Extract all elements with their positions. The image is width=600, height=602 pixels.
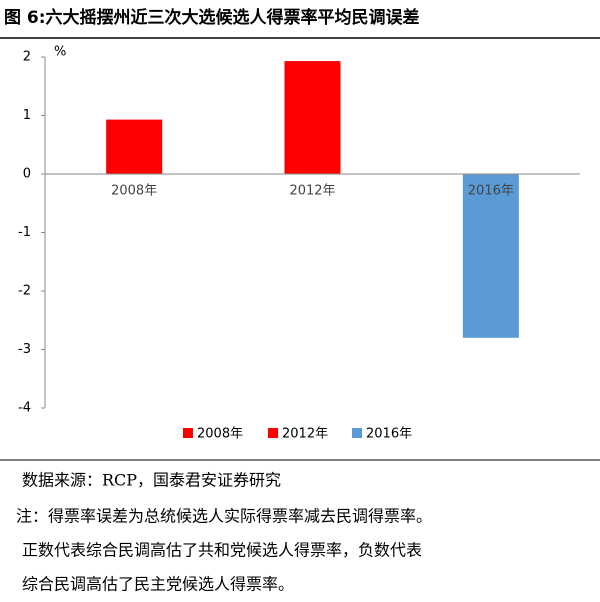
bar bbox=[462, 174, 519, 338]
y-tick-label: 0 bbox=[23, 167, 31, 182]
legend-swatch bbox=[268, 428, 278, 438]
x-tick-label: 2008年 bbox=[111, 184, 157, 199]
bar bbox=[106, 119, 163, 174]
legend-label: 2012年 bbox=[282, 427, 328, 442]
note: 正数代表综合民调高估了共和党候选人得票率，负数代表 bbox=[22, 541, 422, 560]
x-tick-label: 2016年 bbox=[468, 184, 514, 199]
source: 数据来源：RCP，国泰君安证券研究 bbox=[22, 471, 281, 490]
y-tick-label: 2 bbox=[23, 50, 31, 65]
note: 综合民调高估了民主党候选人得票率。 bbox=[22, 575, 294, 594]
x-tick-label: 2012年 bbox=[289, 184, 335, 199]
bar bbox=[284, 61, 341, 174]
y-unit: % bbox=[54, 45, 66, 60]
note: 注：得票率误差为总统候选人实际得票率减去民调得票率。 bbox=[16, 507, 432, 526]
legend-label: 2016年 bbox=[366, 427, 412, 442]
y-tick-label: -1 bbox=[18, 225, 31, 240]
chart-title: 图 6:六大摇摆州近三次大选候选人得票率平均民调误差 bbox=[4, 7, 420, 28]
y-tick-label: 1 bbox=[23, 108, 31, 123]
legend-swatch bbox=[352, 428, 362, 438]
legend-label: 2008年 bbox=[197, 427, 243, 442]
legend-swatch bbox=[183, 428, 193, 438]
y-tick-label: -2 bbox=[18, 284, 31, 299]
y-tick-label: -3 bbox=[18, 342, 31, 357]
y-tick-label: -4 bbox=[18, 401, 31, 416]
